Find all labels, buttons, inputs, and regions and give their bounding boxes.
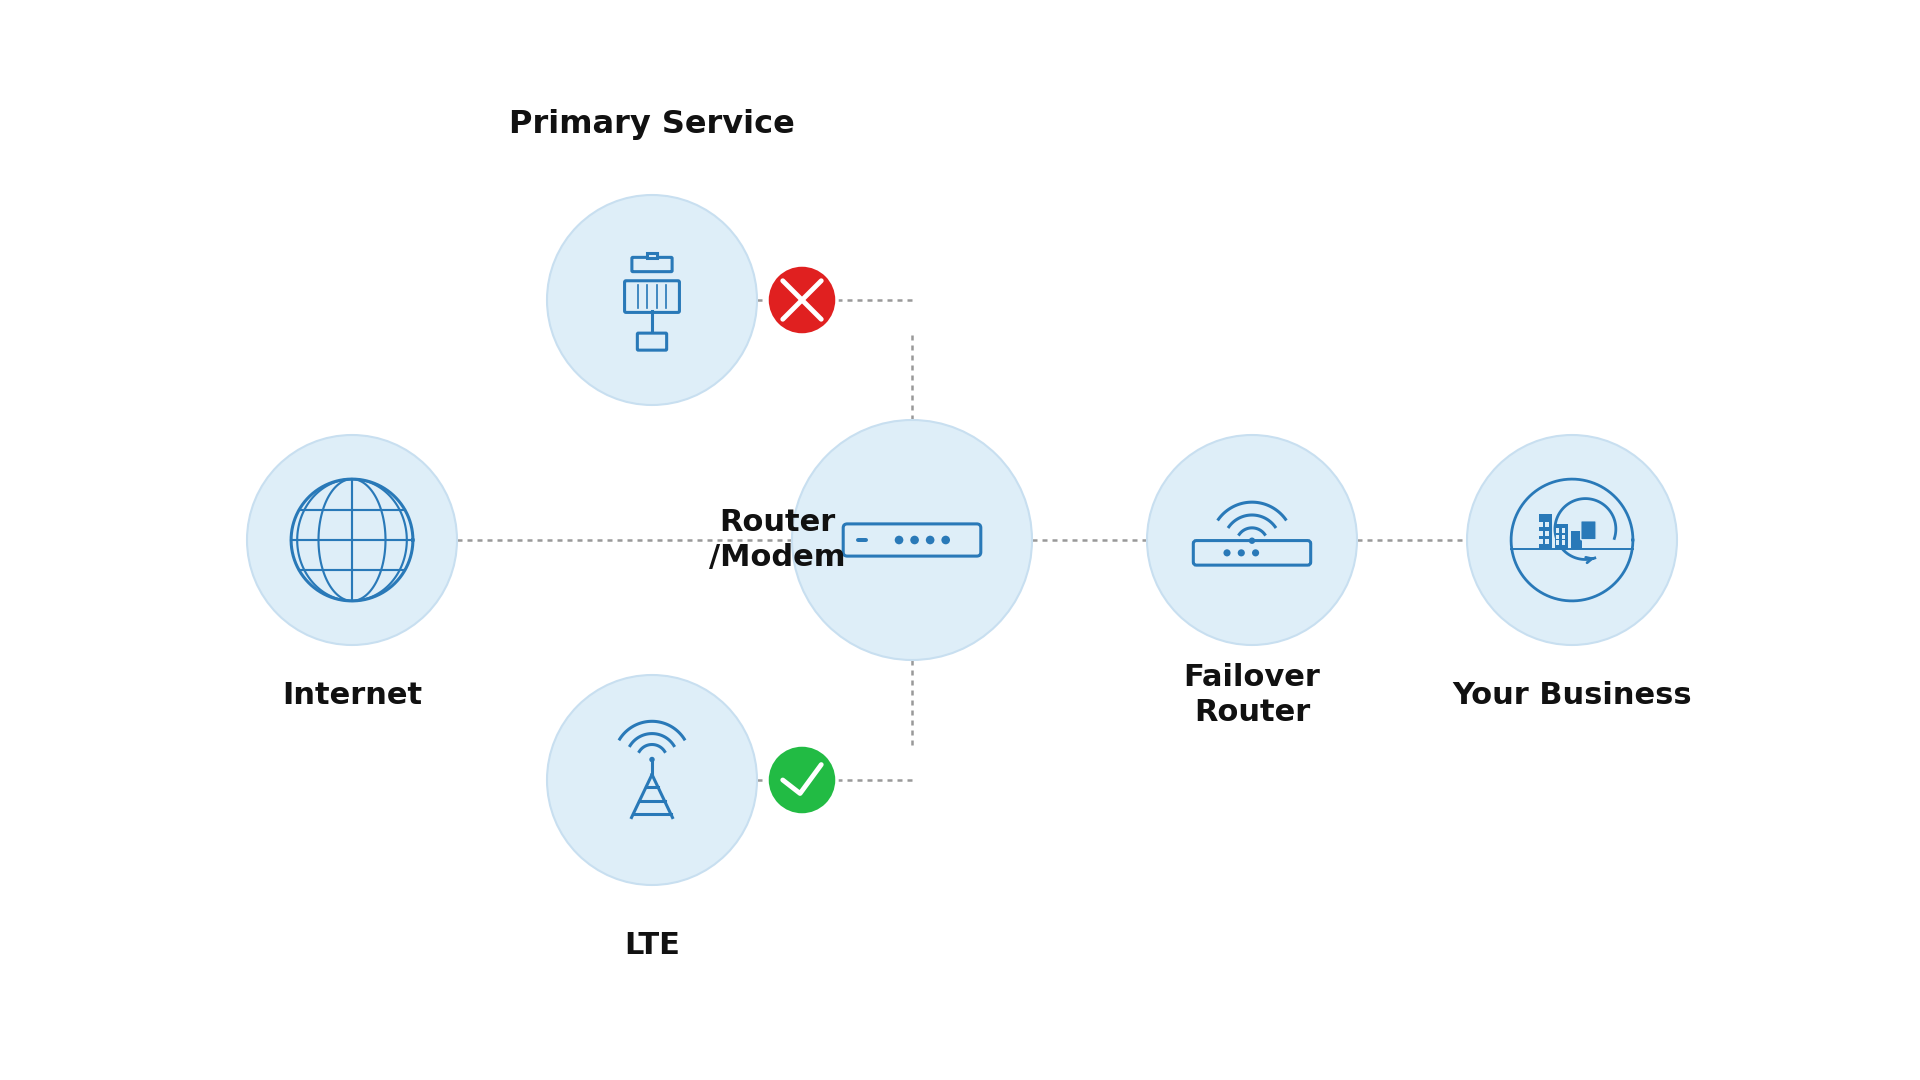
Bar <box>1546 523 1549 527</box>
Text: Internet: Internet <box>282 680 422 710</box>
Bar <box>1561 540 1565 545</box>
Circle shape <box>248 435 457 645</box>
Text: LTE: LTE <box>624 931 680 959</box>
Bar <box>1571 531 1582 549</box>
Circle shape <box>766 265 837 335</box>
Circle shape <box>941 536 950 544</box>
FancyBboxPatch shape <box>843 524 981 556</box>
Bar <box>1555 524 1569 549</box>
Text: Failover
Router: Failover Router <box>1183 662 1321 728</box>
Bar <box>1538 514 1551 549</box>
Circle shape <box>766 745 837 815</box>
Circle shape <box>547 195 756 405</box>
Bar <box>1561 528 1565 534</box>
Circle shape <box>925 536 935 544</box>
Bar <box>1555 540 1559 545</box>
Circle shape <box>1238 550 1244 556</box>
FancyBboxPatch shape <box>1194 541 1311 565</box>
Text: Your Business: Your Business <box>1452 680 1692 710</box>
Circle shape <box>649 757 655 762</box>
FancyBboxPatch shape <box>1580 521 1596 540</box>
Bar <box>647 253 657 258</box>
FancyBboxPatch shape <box>632 257 672 272</box>
Circle shape <box>1252 550 1260 556</box>
Circle shape <box>547 675 756 885</box>
Circle shape <box>910 536 920 544</box>
Circle shape <box>1223 550 1231 556</box>
Circle shape <box>791 420 1033 660</box>
Bar <box>1546 539 1549 544</box>
Circle shape <box>1248 538 1256 544</box>
Bar <box>1561 535 1565 539</box>
Bar <box>1555 528 1559 534</box>
Bar <box>1540 539 1544 544</box>
Circle shape <box>895 536 902 544</box>
Circle shape <box>1146 435 1357 645</box>
Circle shape <box>1467 435 1676 645</box>
Bar <box>1540 531 1544 536</box>
FancyBboxPatch shape <box>637 333 666 350</box>
FancyBboxPatch shape <box>624 281 680 312</box>
Text: Router
/Modem: Router /Modem <box>708 508 845 572</box>
Text: Primary Service: Primary Service <box>509 109 795 140</box>
Bar <box>1555 535 1559 539</box>
Bar <box>1540 523 1544 527</box>
Bar <box>1546 531 1549 536</box>
